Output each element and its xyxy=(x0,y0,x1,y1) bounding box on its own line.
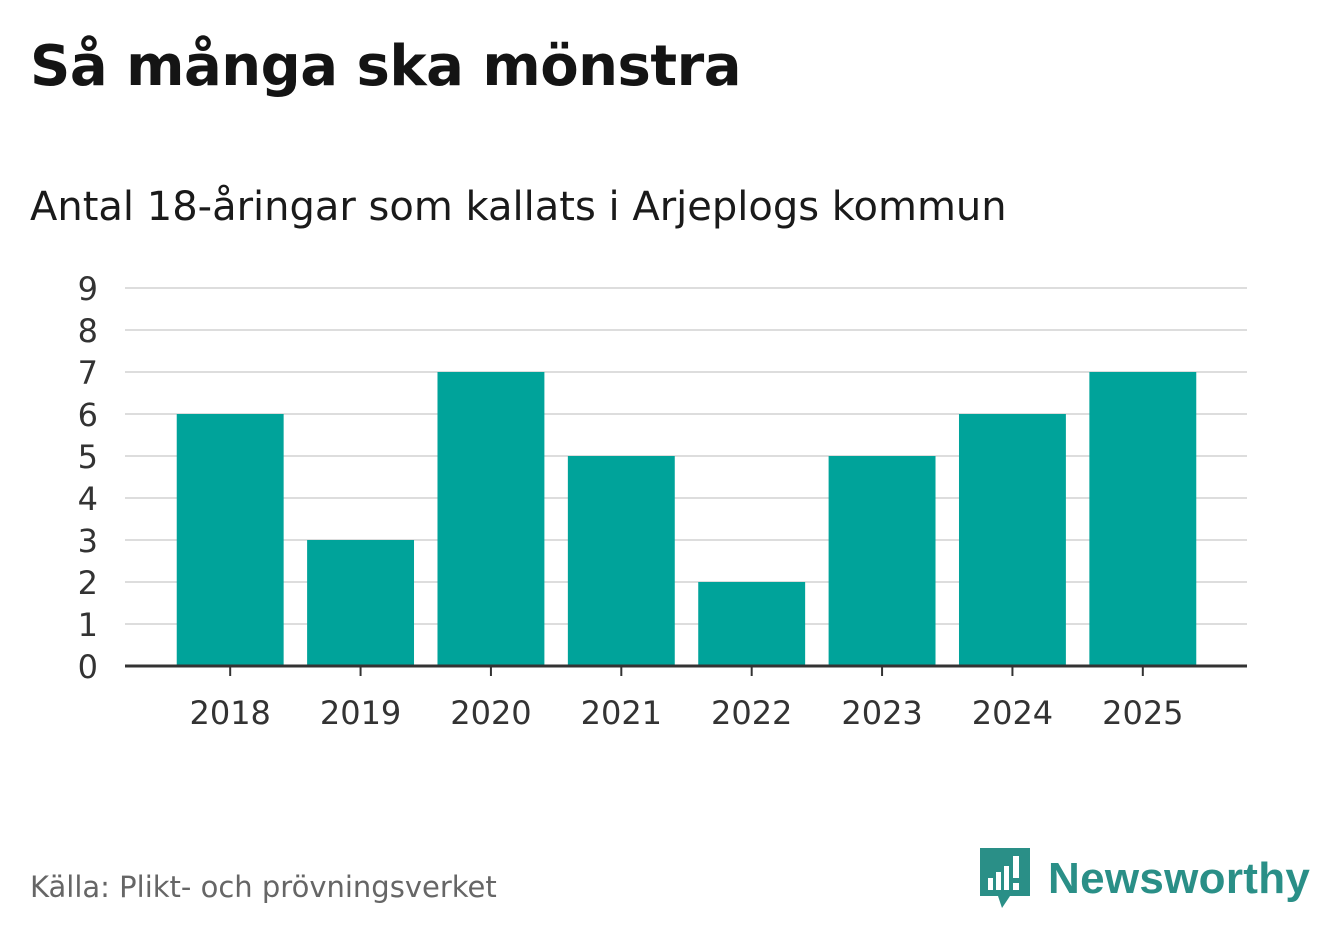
y-tick-label: 7 xyxy=(78,354,98,392)
x-tick-label: 2025 xyxy=(1102,694,1183,732)
y-tick-label: 1 xyxy=(78,606,98,644)
y-tick-label: 5 xyxy=(78,438,98,476)
y-tick-label: 6 xyxy=(78,396,98,434)
bar xyxy=(176,414,284,666)
bar xyxy=(828,456,936,666)
y-tick-label: 3 xyxy=(78,522,98,560)
y-tick-label: 0 xyxy=(78,648,98,686)
chart-subtitle: Antal 18-åringar som kallats i Arjeplogs… xyxy=(30,184,1007,230)
x-tick-label: 2020 xyxy=(450,694,531,732)
bar xyxy=(1089,372,1197,666)
source-note: Källa: Plikt- och prövningsverket xyxy=(30,870,497,904)
x-tick-label: 2024 xyxy=(972,694,1053,732)
y-tick-label: 8 xyxy=(78,312,98,350)
x-tick-label: 2023 xyxy=(841,694,922,732)
x-tick-label: 2021 xyxy=(581,694,662,732)
x-tick-label: 2018 xyxy=(189,694,270,732)
y-tick-label: 2 xyxy=(78,564,98,602)
y-tick-label: 4 xyxy=(78,480,98,518)
bar-chart: 0 1 2 3 4 5 6 7 8 9 2018 2019 2020 2021 2022 2023 2024 20… xyxy=(78,270,1247,732)
brand-name: Newsworthy xyxy=(1048,854,1311,903)
newsworthy-logo: Newsworthy xyxy=(980,848,1310,910)
bar xyxy=(567,456,675,666)
bar xyxy=(307,540,415,666)
newsworthy-logo-icon xyxy=(980,848,1030,908)
bar xyxy=(698,582,806,666)
x-tick-label: 2019 xyxy=(320,694,401,732)
chart-title: Så många ska mönstra xyxy=(30,34,742,99)
bar xyxy=(958,414,1066,666)
bar xyxy=(437,372,545,666)
x-tick-label: 2022 xyxy=(711,694,792,732)
y-tick-label: 9 xyxy=(78,270,98,308)
